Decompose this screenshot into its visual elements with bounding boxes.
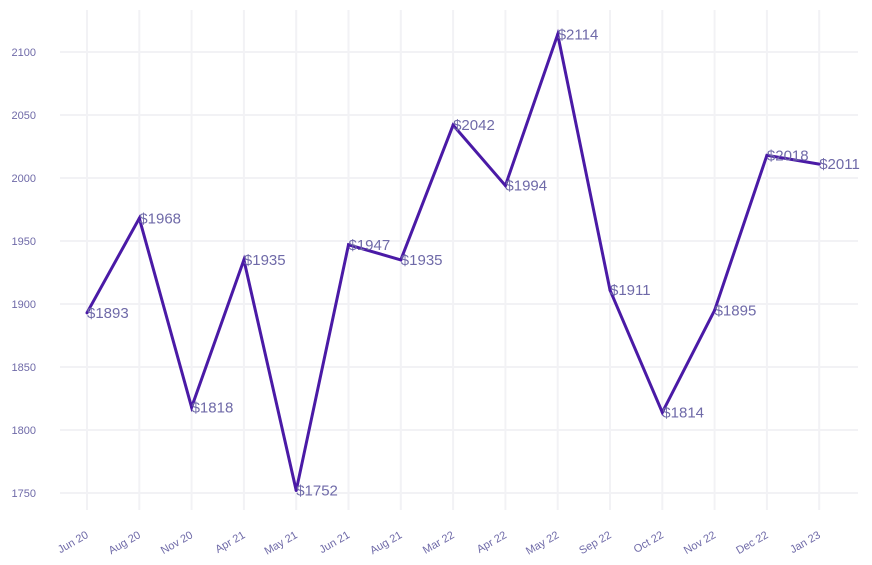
data-point <box>242 258 246 262</box>
data-point <box>765 153 769 157</box>
x-tick-label: Mar 22 <box>421 529 457 557</box>
x-tick-label: Jun 20 <box>56 529 91 556</box>
x-tick-label: Aug 20 <box>107 529 143 557</box>
series-line-group <box>85 28 821 492</box>
data-label: $2114 <box>558 26 599 43</box>
x-tick-label: Apr 21 <box>213 529 247 556</box>
data-point <box>660 410 664 414</box>
data-label: $1935 <box>244 252 286 269</box>
data-point <box>608 288 612 292</box>
data-labels: $1893 $1968 $1818 $1935 $1752 $1947 $1935 $2042… <box>87 26 860 499</box>
data-label: $1893 <box>87 305 129 322</box>
x-tick-label: Nov 20 <box>159 529 195 557</box>
x-tick-label: Oct 22 <box>632 529 666 556</box>
x-tick-label: Nov 22 <box>682 529 718 557</box>
x-tick-label: Jan 23 <box>788 529 823 556</box>
data-point <box>451 123 455 127</box>
data-point <box>347 243 350 247</box>
x-tick-label: Apr 22 <box>475 529 509 556</box>
x-tick-label: Jun 21 <box>317 529 352 556</box>
data-point <box>556 32 560 36</box>
y-tick-label: 1900 <box>12 299 36 311</box>
data-point <box>294 488 298 492</box>
data-point <box>399 258 403 262</box>
y-tick-label: 1850 <box>12 362 36 374</box>
y-tick-label: 1950 <box>12 236 36 248</box>
data-label: $1968 <box>139 210 181 227</box>
data-label: $2042 <box>453 117 495 134</box>
data-label: $1947 <box>349 237 391 254</box>
y-tick-label: 1800 <box>12 425 36 437</box>
x-tick-label: May 22 <box>524 529 561 557</box>
data-label: $1818 <box>192 399 234 416</box>
data-label: $1814 <box>662 404 704 421</box>
y-tick-label: 2000 <box>12 173 36 185</box>
x-tick-label: Dec 22 <box>734 529 770 557</box>
data-label: $1752 <box>296 482 338 499</box>
y-tick-label: 2100 <box>12 47 36 59</box>
y-tick-label: 1750 <box>12 488 36 500</box>
data-point <box>503 184 507 188</box>
y-tick-label: 2050 <box>12 110 36 122</box>
x-tick-label: Sep 22 <box>577 529 613 557</box>
data-point <box>713 308 717 312</box>
x-axis: Jun 20 Aug 20 Nov 20 Apr 21 May 21 Jun 21 Aug … <box>56 529 823 557</box>
data-point <box>85 311 89 315</box>
data-label: $1911 <box>610 282 651 299</box>
data-point <box>137 216 141 220</box>
data-label: $1895 <box>715 302 757 319</box>
data-label: $1994 <box>505 178 547 195</box>
data-label: $2018 <box>767 147 809 164</box>
y-axis: 1750 1800 1850 1900 1950 2000 2050 2100 <box>12 47 36 500</box>
data-point <box>817 162 821 166</box>
data-point <box>190 405 194 409</box>
x-tick-label: May 21 <box>262 529 299 557</box>
grid <box>60 10 858 510</box>
data-label: $1935 <box>401 252 443 269</box>
x-tick-label: Aug 21 <box>368 529 404 557</box>
data-label: $2011 <box>819 156 860 173</box>
